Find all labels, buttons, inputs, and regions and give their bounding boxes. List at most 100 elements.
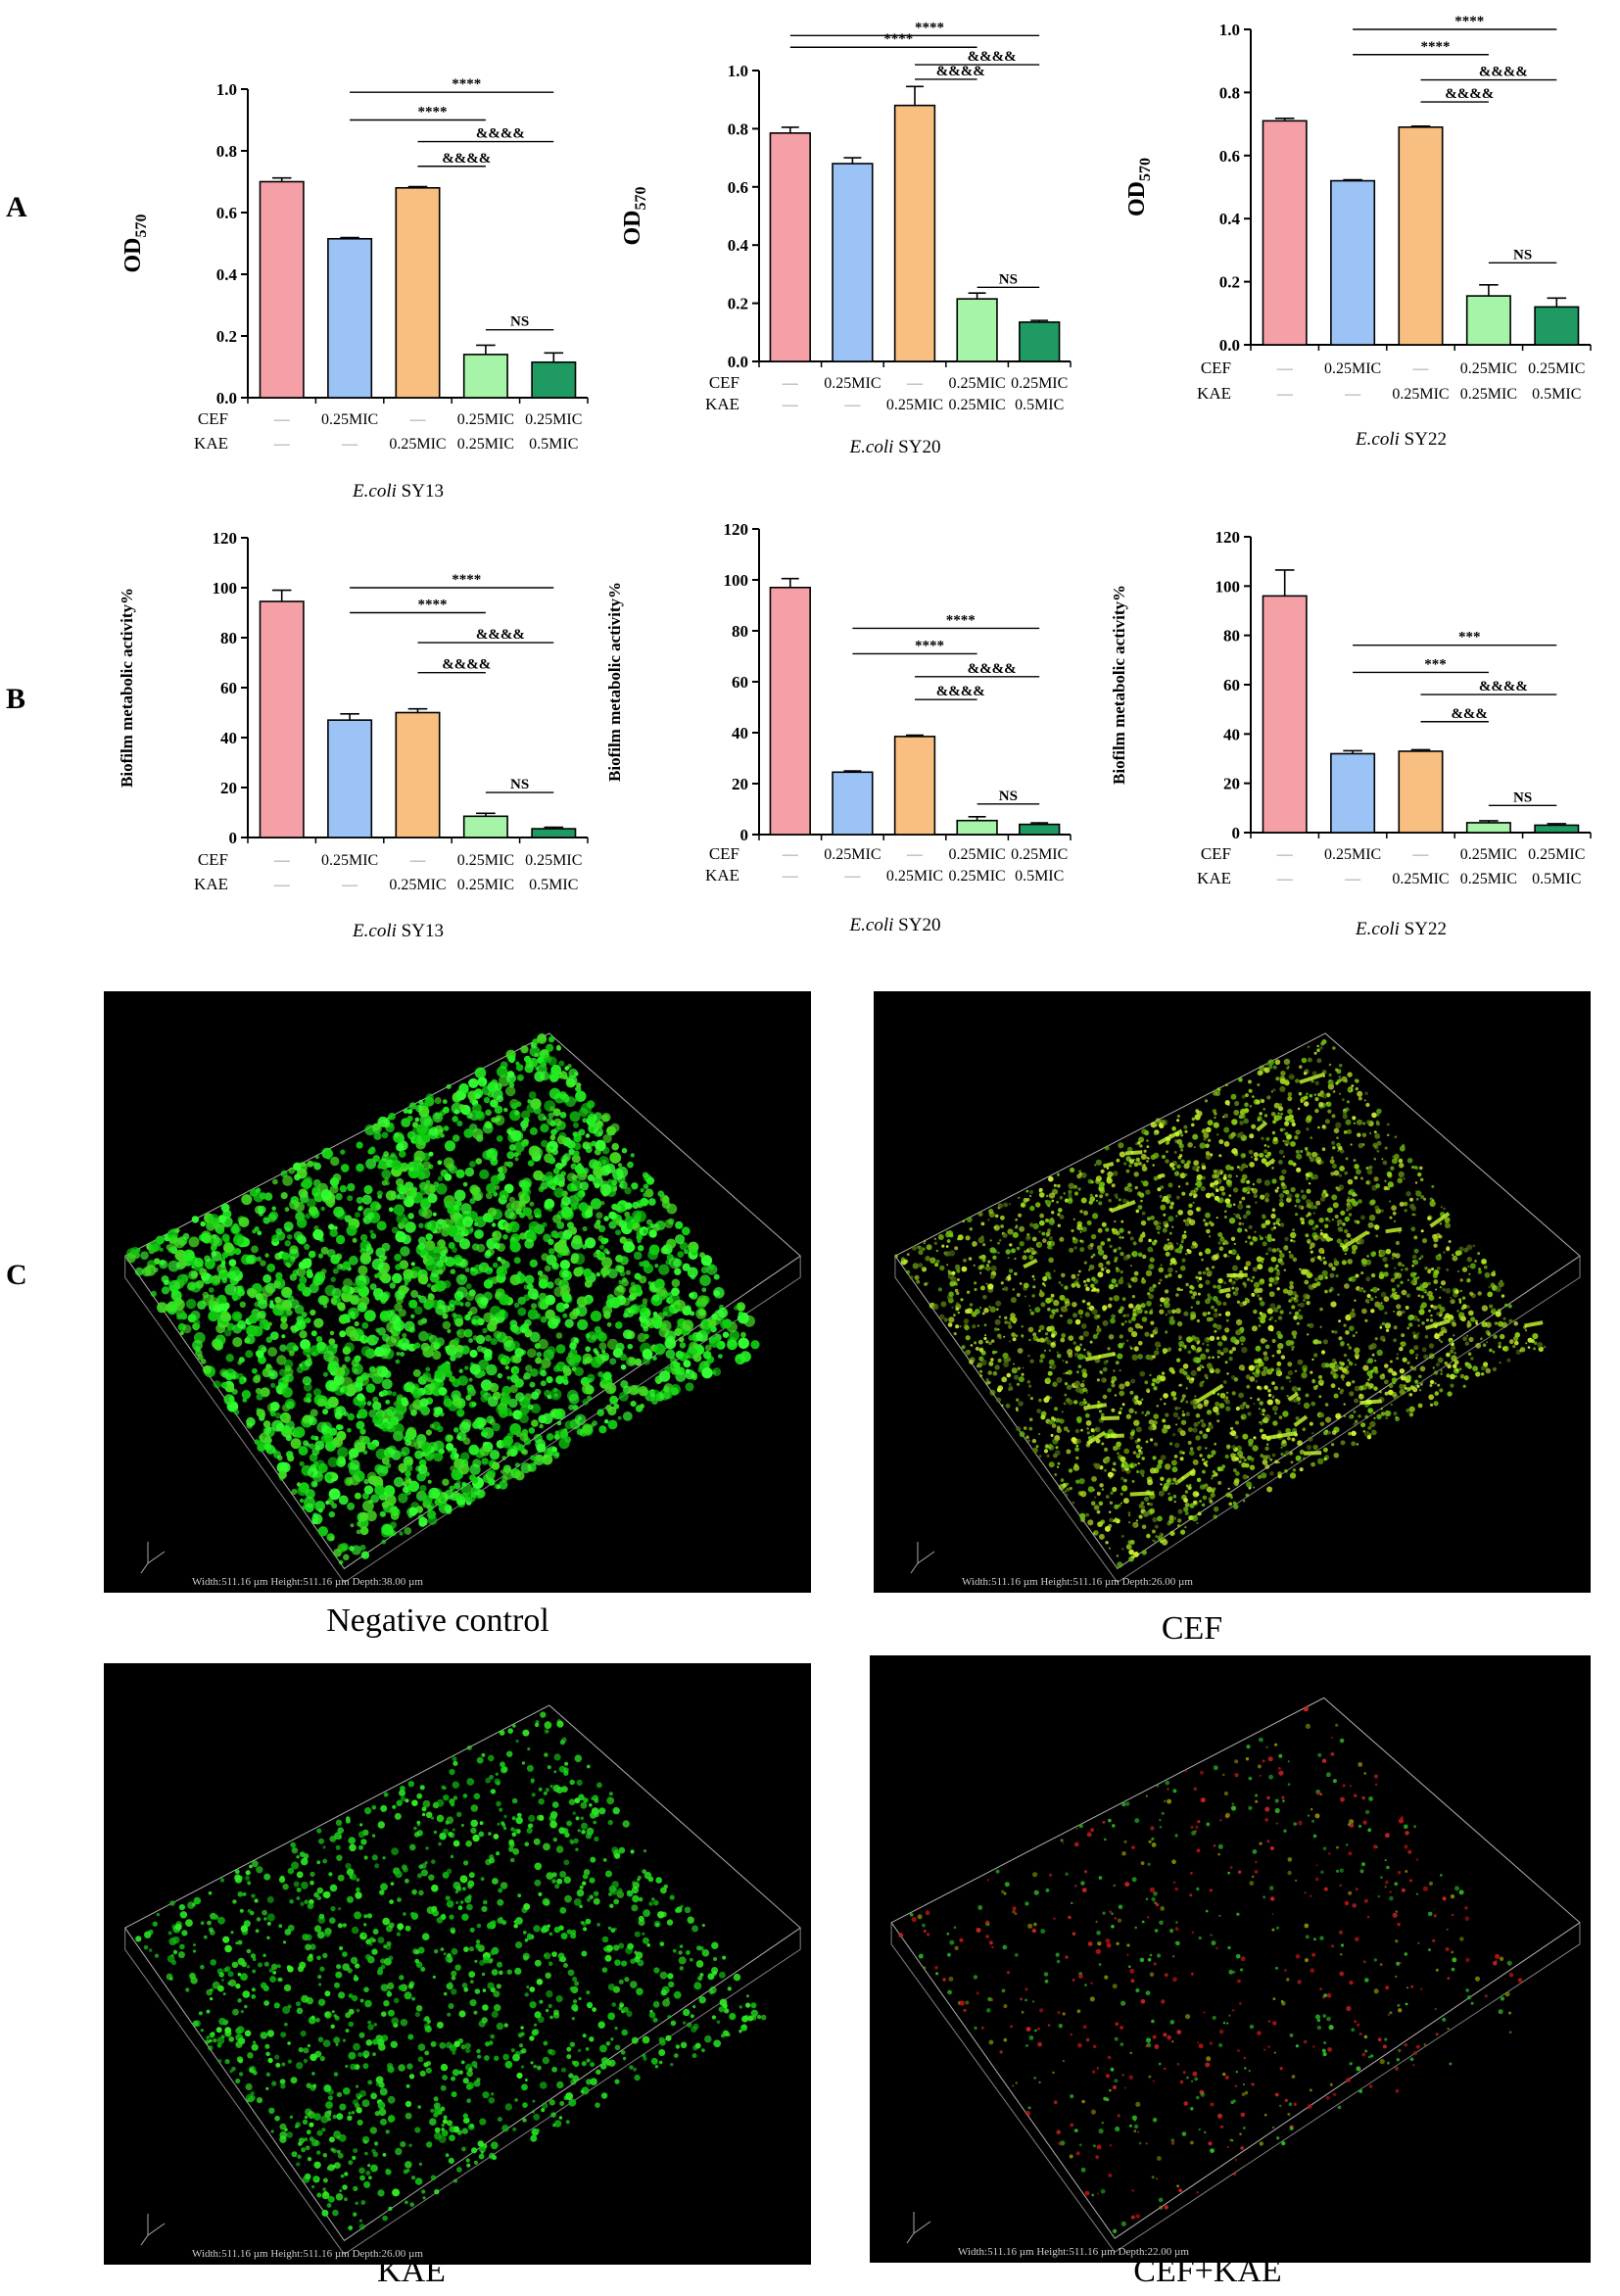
bar (259, 180, 305, 399)
row-label-kae: KAE (705, 866, 739, 885)
kae-dose-label: 0.5MIC (529, 436, 578, 453)
cef-dose-label: — (409, 852, 427, 869)
cef-dose-label: — (782, 846, 799, 863)
bar (462, 815, 508, 838)
significance-label: *** (1458, 630, 1481, 646)
scale-readout: Width:511.16 µm Height:511.16 µm Depth:2… (192, 2248, 423, 2260)
kae-dose-label: 0.5MIC (1015, 397, 1064, 413)
kae-dose-label: — (273, 877, 291, 893)
bar (956, 298, 998, 362)
y-tick-label: 20 (220, 779, 237, 797)
y-tick-label: 1.0 (1219, 21, 1240, 39)
bar (832, 771, 874, 836)
row-label-cef: CEF (198, 409, 228, 428)
y-tick-label: 0.0 (1219, 336, 1240, 355)
y-tick-label: 0.6 (728, 178, 748, 197)
bar (531, 828, 577, 838)
cef-dose-label: 0.25MIC (457, 411, 514, 428)
cef-dose-label: 0.25MIC (1011, 375, 1068, 392)
caption-negative-control: Negative control (326, 1602, 549, 1639)
y-tick-label: 0.6 (1219, 147, 1240, 166)
biofilm-activity-chart-sy22: 0 20 40 60 80 100 120 Biofilm metabolic activit… (1110, 528, 1592, 939)
bar (769, 586, 811, 836)
bar (395, 711, 441, 838)
kae-dose-label: 0.25MIC (1460, 871, 1517, 887)
kae-dose-label: 0.25MIC (948, 868, 1005, 885)
significance-label: &&& (1451, 706, 1488, 722)
bar (327, 237, 373, 399)
row-label-kae: KAE (1197, 384, 1231, 403)
kae-dose-label: — (341, 877, 358, 893)
microscopy-image-kae: Width:511.16 µm Height:511.16 µm Depth:2… (104, 1663, 811, 2265)
cef-dose-label: 0.25MIC (525, 411, 582, 428)
volume-outline-lower (890, 1922, 1581, 2253)
y-tick-label: 0.8 (728, 120, 748, 138)
y-tick-label: 0.4 (728, 236, 749, 255)
kae-dose-label: — (782, 868, 799, 885)
bar (1534, 824, 1580, 834)
y-tick-label: 20 (1223, 775, 1240, 793)
significance-label: NS (999, 271, 1018, 287)
biofilm-activity-chart-sy20: 0 20 40 60 80 100 120 Biofilm metabolic activit… (605, 520, 1072, 935)
volume-outline (123, 1704, 801, 2242)
kae-dose-label: — (1276, 386, 1294, 403)
strain-caption: E.coli SY22 (1355, 429, 1447, 450)
significance-label: **** (418, 598, 448, 613)
y-tick-label: 0.0 (728, 353, 748, 371)
kae-dose-label: 0.25MIC (1392, 871, 1449, 887)
significance-label: NS (510, 777, 529, 792)
cef-dose-label: 0.25MIC (525, 852, 582, 869)
kae-dose-label: 0.5MIC (529, 877, 578, 893)
cef-dose-label: — (409, 411, 427, 428)
cef-dose-label: — (1276, 846, 1294, 863)
y-tick-label: 80 (732, 622, 748, 641)
y-tick-label: 0.0 (216, 389, 237, 407)
axis-triad-icon (906, 2212, 931, 2244)
cef-dose-label: 0.25MIC (1324, 846, 1381, 863)
kae-dose-label: — (273, 436, 291, 453)
cef-dose-label: 0.25MIC (457, 852, 514, 869)
cef-dose-label: — (906, 375, 924, 392)
kae-dose-label: — (1276, 871, 1294, 887)
od570-chart-sy22: 0.0 0.2 0.4 0.6 0.8 1.0 OD570 ******** &&&& &&&& N… (1124, 14, 1592, 450)
y-tick-label: 1.0 (216, 80, 237, 99)
significance-label: NS (1513, 789, 1532, 805)
kae-dose-label: 0.25MIC (1460, 386, 1517, 403)
significance-label: **** (915, 638, 944, 653)
kae-dose-label: — (782, 397, 799, 413)
significance-label: &&&& (476, 627, 525, 643)
y-axis-label: OD570 (620, 187, 649, 246)
bar (1330, 752, 1376, 834)
axis-triad-icon (910, 1542, 935, 1574)
bar (1398, 750, 1444, 834)
y-tick-label: 60 (220, 679, 237, 697)
cef-dose-label: 0.25MIC (1528, 846, 1585, 863)
row-label-kae: KAE (1197, 869, 1231, 887)
bar (1019, 823, 1061, 836)
kae-dose-label: — (843, 868, 861, 885)
strain-caption: E.coli SY20 (849, 437, 941, 457)
y-tick-label: 80 (220, 629, 237, 647)
y-tick-label: 100 (1215, 577, 1241, 596)
strain-caption: E.coli SY20 (849, 915, 941, 935)
bar (1330, 179, 1376, 346)
y-tick-label: 100 (213, 579, 238, 598)
kae-dose-label: 0.5MIC (1532, 386, 1581, 403)
y-tick-label: 40 (732, 724, 748, 742)
bar (1398, 126, 1444, 346)
significance-label: NS (999, 789, 1018, 804)
bar (832, 163, 874, 362)
kae-dose-label: 0.5MIC (1532, 871, 1581, 887)
y-axis-label: Biofilm metabolic activity% (1110, 585, 1128, 785)
significance-label: **** (418, 105, 448, 120)
y-tick-label: 120 (724, 520, 749, 539)
scale-readout: Width:511.16 µm Height:511.16 µm Depth:2… (958, 2246, 1189, 2258)
bar (1465, 822, 1511, 834)
cef-dose-label: 0.25MIC (948, 375, 1005, 392)
y-tick-label: 1.0 (728, 62, 748, 80)
kae-dose-label: 0.25MIC (886, 397, 943, 413)
biofilm-cells (125, 1032, 760, 1565)
bar (769, 132, 811, 362)
y-tick-label: 0.8 (1219, 83, 1240, 102)
cef-dose-label: 0.25MIC (1460, 360, 1517, 377)
